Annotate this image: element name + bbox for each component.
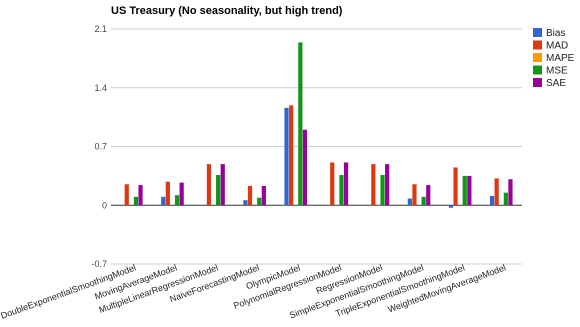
bar-mad-5 [330, 162, 335, 206]
bar-sae-8 [467, 175, 472, 206]
bar-bias-9 [489, 196, 495, 206]
bar-mad-9 [494, 178, 499, 206]
y-tick-label: 0 [102, 200, 107, 210]
bar-mse-3 [257, 197, 262, 206]
bar-mse-8 [462, 175, 467, 206]
y-tick-label: 2.1 [94, 24, 107, 34]
bar-sae-6 [385, 164, 390, 206]
legend-swatch-mape [533, 53, 542, 62]
legend-label-mad: MAD [546, 41, 568, 52]
bar-bias-1 [161, 196, 166, 206]
bar-mse-6 [380, 175, 385, 206]
bar-mad-8 [453, 167, 458, 206]
bar-sae-2 [220, 164, 225, 206]
bar-mse-0 [133, 196, 139, 206]
bar-mad-3 [247, 185, 253, 206]
legend-swatch-bias [533, 28, 542, 37]
category-labels: DoubleExponentialSmoothingModelMovingAve… [0, 262, 507, 320]
bar-sae-0 [138, 185, 143, 206]
legend-swatch-mse [533, 65, 542, 75]
bar-mse-5 [339, 175, 344, 206]
legend-swatch-sae [533, 78, 542, 87]
bar-mad-1 [165, 181, 170, 206]
bar-sae-3 [261, 185, 266, 206]
y-tick-label: -0.7 [91, 259, 107, 269]
bar-sae-7 [426, 185, 431, 206]
bar-mse-7 [421, 196, 426, 206]
y-tick-label: 1.4 [94, 83, 107, 93]
bar-bias-7 [407, 198, 412, 206]
legend-label-bias: Bias [546, 28, 565, 39]
bar-mad-4 [289, 105, 294, 206]
bar-mse-2 [216, 175, 221, 206]
bar-mse-9 [503, 192, 508, 206]
bars-layer [124, 42, 513, 208]
legend-label-mape: MAPE [546, 53, 575, 64]
legend-swatch-mad [533, 40, 542, 50]
bar-mse-4 [298, 42, 303, 206]
bar-mad-0 [124, 184, 129, 206]
bar-sae-5 [343, 162, 349, 206]
bar-sae-1 [179, 182, 184, 206]
bar-bias-3 [243, 200, 248, 206]
y-tick-label: 0.7 [94, 142, 107, 152]
bar-mad-7 [412, 184, 417, 206]
bar-mad-2 [206, 164, 212, 206]
bar-bias-8 [448, 205, 454, 208]
bar-mse-1 [174, 195, 180, 206]
grid-layer: 2.1 1.4 0.7 0 -0.7 [91, 24, 522, 269]
legend-label-sae: SAE [546, 78, 566, 89]
legend-label-mse: MSE [546, 66, 568, 77]
bar-sae-9 [508, 179, 513, 206]
bar-mad-6 [371, 164, 376, 206]
bar-bias-4 [284, 107, 289, 206]
chart-title: US Treasury (No seasonality, but high tr… [111, 5, 343, 17]
bar-sae-4 [302, 129, 308, 206]
